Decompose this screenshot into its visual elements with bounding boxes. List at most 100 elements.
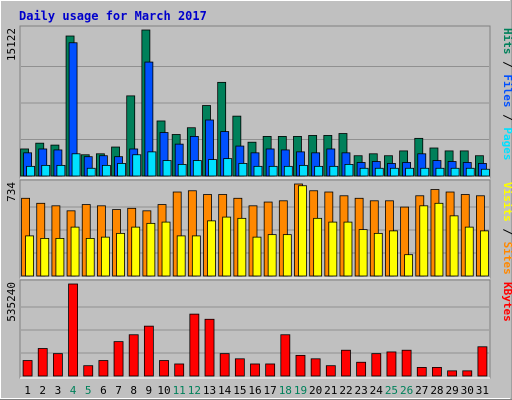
- bar-pages-day-14: [223, 158, 233, 177]
- y-max-label: 15122: [5, 28, 18, 61]
- bar-pages-day-20: [314, 165, 324, 177]
- panel-legend: KBytes: [501, 282, 512, 322]
- bar-sites-day-29: [449, 215, 459, 277]
- bar-pages-day-9: [147, 151, 157, 177]
- bar-sites-day-4: [70, 226, 80, 277]
- x-tick-label-day-5: 5: [85, 384, 92, 397]
- x-tick-label-day-21: 21: [324, 384, 337, 397]
- bar-sites-day-25: [389, 230, 398, 277]
- x-tick-label-day-16: 16: [248, 384, 261, 397]
- panel-legend: Visits / Sites: [501, 182, 512, 275]
- bar-pages-day-31: [481, 168, 490, 177]
- x-tick-label-day-8: 8: [130, 384, 137, 397]
- bar-kbytes-day-27: [416, 367, 427, 377]
- legend-entry-sites: Sites: [501, 242, 512, 275]
- bar-sites-day-17: [267, 234, 277, 277]
- bar-kbytes-day-12: [189, 313, 200, 377]
- bar-kbytes-day-4: [68, 283, 78, 377]
- x-tick-label-day-7: 7: [115, 384, 122, 397]
- bar-pages-day-11: [177, 164, 187, 177]
- bar-kbytes-day-2: [37, 348, 48, 377]
- bar-sites-day-14: [222, 216, 232, 277]
- bar-kbytes-day-22: [341, 349, 351, 377]
- x-tick-label-day-9: 9: [146, 384, 153, 397]
- bar-kbytes-day-21: [325, 365, 336, 377]
- x-tick-label-day-18: 18: [279, 384, 292, 397]
- bar-pages-day-8: [132, 154, 142, 177]
- bar-kbytes-day-5: [83, 365, 94, 377]
- x-tick-label-day-27: 27: [415, 384, 428, 397]
- bar-pages-day-27: [420, 167, 430, 177]
- bar-sites-day-15: [237, 217, 247, 277]
- bar-pages-day-18: [283, 165, 293, 177]
- x-tick-label-day-26: 26: [400, 384, 413, 397]
- x-tick-label-day-25: 25: [385, 384, 398, 397]
- bar-sites-day-19: [298, 185, 307, 277]
- bar-pages-day-15: [238, 163, 248, 177]
- bar-sites-day-5: [85, 237, 95, 277]
- bar-sites-day-26: [404, 254, 414, 277]
- bar-pages-day-13: [208, 159, 217, 177]
- bar-sites-day-23: [358, 229, 368, 277]
- bar-kbytes-day-19: [295, 354, 306, 377]
- bar-sites-day-16: [252, 236, 262, 277]
- legend-separator: /: [501, 108, 512, 128]
- panel-kbytes: 535240 KBytes: [5, 279, 512, 379]
- bar-pages-day-6: [101, 164, 111, 177]
- bar-pages-day-26: [405, 167, 415, 177]
- legend-entry-files: Files: [501, 74, 512, 107]
- bar-sites-day-7: [116, 232, 125, 277]
- x-tick-label-day-13: 13: [203, 384, 216, 397]
- bar-sites-day-18: [282, 234, 292, 277]
- legend-separator: /: [501, 222, 512, 242]
- bar-kbytes-day-18: [280, 334, 291, 377]
- x-tick-label-day-4: 4: [70, 384, 77, 397]
- bar-sites-day-3: [55, 237, 65, 277]
- x-axis-tick-labels: 1 2 3 4 5 6 7 8 9 10 11 12 13 14 15 16 17 18 19 20 21 22 23 24 2…: [24, 384, 489, 397]
- panel-plot-area: [19, 279, 491, 379]
- x-tick-label-day-10: 10: [157, 384, 170, 397]
- bar-pages-day-19: [299, 164, 308, 177]
- bar-kbytes-day-30: [462, 370, 473, 377]
- legend-entry-hits: Hits: [501, 28, 512, 55]
- bar-kbytes-day-15: [234, 358, 245, 377]
- bar-pages-day-10: [162, 160, 172, 177]
- bar-kbytes-day-1: [22, 360, 33, 377]
- bar-sites-day-22: [343, 221, 353, 277]
- x-tick-label-day-28: 28: [430, 384, 443, 397]
- bar-pages-day-30: [465, 167, 475, 177]
- bar-sites-day-31: [480, 230, 489, 277]
- bar-pages-day-22: [344, 164, 354, 177]
- bar-sites-day-24: [373, 232, 383, 277]
- bar-pages-day-12: [192, 160, 202, 177]
- series-pages: [26, 151, 490, 177]
- x-tick-label-day-2: 2: [39, 384, 46, 397]
- bar-sites-day-1: [25, 235, 34, 277]
- x-tick-label-day-24: 24: [370, 384, 384, 397]
- x-tick-label-day-20: 20: [309, 384, 322, 397]
- bar-kbytes-day-31: [477, 346, 488, 377]
- x-tick-label-day-15: 15: [233, 384, 246, 397]
- x-tick-label-day-12: 12: [188, 384, 201, 397]
- bar-sites-day-2: [40, 237, 50, 277]
- bar-kbytes-day-28: [432, 367, 442, 377]
- bar-kbytes-day-29: [447, 370, 458, 377]
- legend-entry-kbytes: KBytes: [501, 282, 512, 322]
- bar-kbytes-day-23: [356, 361, 367, 377]
- bar-pages-day-24: [374, 167, 384, 177]
- bar-sites-day-13: [207, 220, 216, 277]
- bar-pages-day-4: [71, 153, 81, 177]
- bar-kbytes-day-25: [386, 351, 397, 377]
- bar-sites-day-6: [100, 236, 110, 277]
- bar-pages-day-16: [253, 165, 263, 177]
- bar-pages-day-1: [26, 165, 35, 177]
- series-kbytes: [22, 283, 488, 377]
- bar-kbytes-day-16: [250, 363, 260, 377]
- bar-pages-day-17: [268, 165, 278, 177]
- panel-visits-sites: 734 Visits / Sites: [5, 179, 512, 279]
- bar-kbytes-day-3: [53, 353, 63, 377]
- x-tick-label-day-30: 30: [461, 384, 474, 397]
- y-max-label: 734: [5, 182, 18, 202]
- bar-kbytes-day-17: [265, 363, 276, 377]
